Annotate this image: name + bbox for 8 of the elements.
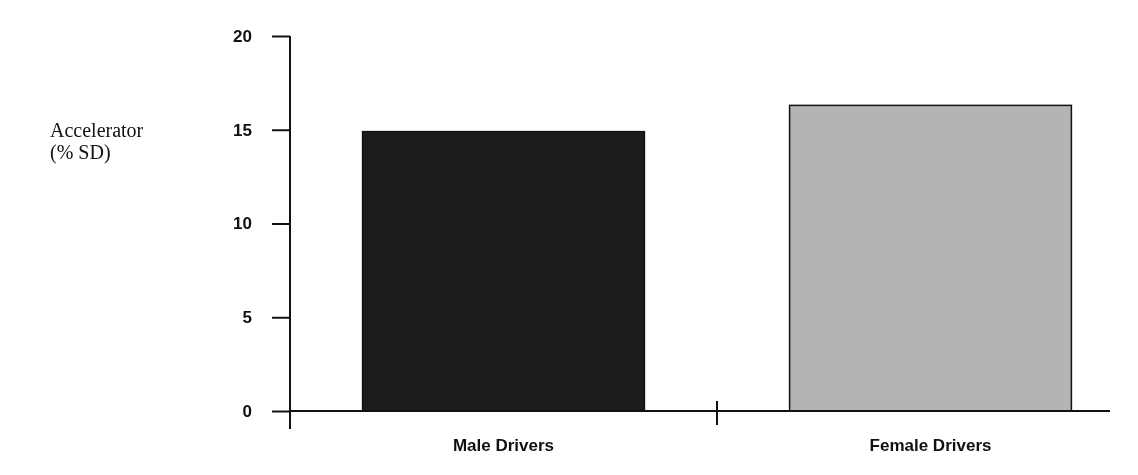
- y-tick-label: 15: [233, 120, 252, 140]
- y-axis-title: Accelerator (% SD): [50, 119, 144, 164]
- y-tick-label: 0: [242, 401, 252, 421]
- y-tick-label: 10: [233, 214, 252, 234]
- y-tick-label: 20: [233, 26, 252, 46]
- x-tick-label: Female Drivers: [869, 436, 992, 456]
- x-tick-label: Male Drivers: [452, 436, 555, 456]
- y-tick-label: 5: [242, 308, 252, 328]
